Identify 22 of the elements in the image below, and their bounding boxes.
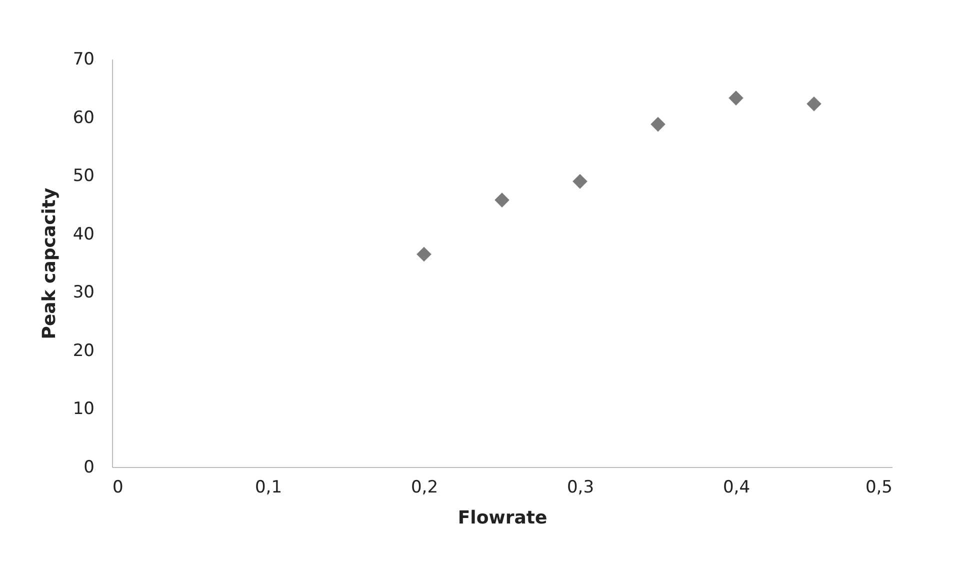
x-tick-label: 0	[112, 478, 124, 498]
x-tick-label: 0,4	[722, 478, 750, 498]
y-tick-label: 10	[72, 399, 94, 420]
y-tick-label: 40	[72, 224, 94, 244]
point	[494, 192, 510, 208]
y-tick-label: 60	[72, 108, 94, 128]
y-axis-title: Peak capcacity	[38, 187, 60, 340]
y-tick-label: 0	[84, 458, 94, 478]
point	[728, 90, 744, 106]
x-axis-title: Flowrate	[458, 508, 548, 528]
y-tick-label: 70	[72, 50, 94, 70]
x-tick-label: 0,2	[410, 478, 438, 498]
x-tick-label: 0,1	[254, 478, 282, 498]
y-tick-label: 30	[72, 282, 94, 303]
y-tick-label: 50	[72, 166, 94, 186]
x-tick-label: 0,5	[865, 478, 892, 498]
point	[650, 116, 666, 132]
x-tick-label: 0,3	[566, 478, 594, 498]
point	[572, 174, 588, 189]
point	[806, 96, 822, 112]
y-tick-label: 20	[72, 340, 94, 361]
point	[416, 246, 432, 262]
